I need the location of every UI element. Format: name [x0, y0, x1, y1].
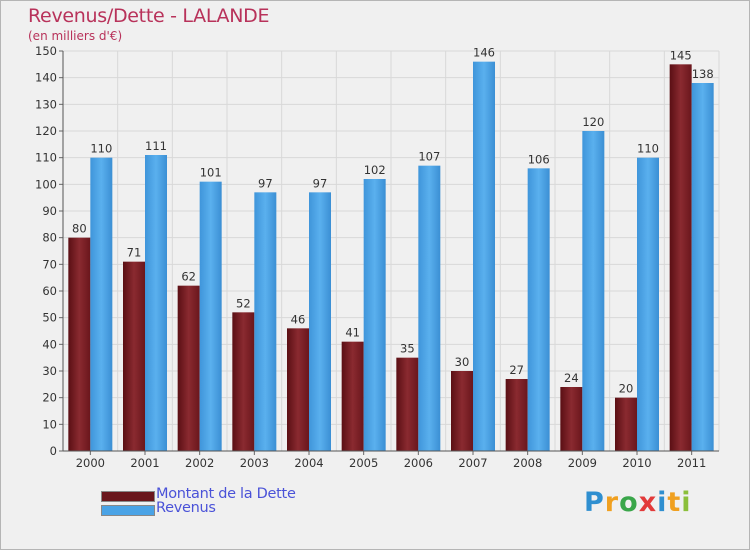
bar-revenue [473, 61, 495, 452]
data-label: 97 [258, 176, 273, 190]
y-tick-label: 110 [35, 151, 57, 165]
data-label: 30 [455, 355, 470, 369]
bar-revenue [309, 192, 331, 452]
x-tick-label: 2011 [677, 456, 706, 470]
legend-label-debt: Montant de la Dette [156, 486, 296, 502]
bar-debt [560, 387, 583, 451]
y-tick-label: 60 [42, 284, 57, 298]
bar-debt [232, 312, 255, 451]
bar-revenue [418, 165, 441, 451]
x-tick-label: 2009 [568, 456, 597, 470]
x-tick-label: 2000 [76, 456, 105, 470]
y-tick-label: 80 [42, 231, 57, 245]
y-tick-label: 70 [42, 257, 57, 271]
data-label: 97 [313, 176, 328, 190]
bar-revenue [145, 155, 167, 451]
chart-title: Revenus/Dette - LALANDE [28, 5, 270, 27]
data-label: 107 [418, 150, 440, 164]
legend-swatch-debt [101, 491, 155, 502]
data-label: 52 [236, 296, 251, 310]
chart-subtitle: (en milliers d'€) [28, 29, 123, 43]
y-tick-label: 90 [42, 204, 57, 218]
y-tick-label: 120 [35, 124, 57, 138]
data-label: 20 [619, 382, 634, 396]
data-label: 46 [291, 312, 306, 326]
data-label: 106 [528, 152, 550, 166]
data-label: 102 [364, 163, 386, 177]
y-tick-label: 130 [35, 97, 57, 111]
data-label: 62 [181, 270, 196, 284]
y-tick-label: 20 [42, 391, 57, 405]
data-label: 111 [145, 139, 167, 153]
bar-debt [396, 357, 419, 451]
bar-debt [669, 64, 692, 452]
axis-layer: 0 10 20 30 40 50 60 70 80 90 100 110 120 130 140 150 200… [35, 44, 719, 470]
data-label: 80 [72, 222, 87, 236]
bar-revenue [90, 157, 113, 451]
y-tick-label: 150 [35, 44, 57, 58]
bar-debt [123, 261, 145, 451]
y-tick-label: 50 [42, 311, 57, 325]
data-label: 101 [200, 166, 222, 180]
bar-debt [177, 285, 200, 451]
legend-label-revenue: Revenus [156, 500, 216, 516]
x-tick-label: 2007 [458, 456, 487, 470]
proxiti-logo: Proxiti [584, 487, 692, 518]
data-label: 71 [127, 246, 142, 260]
bar-revenue [527, 168, 550, 452]
data-label: 35 [400, 342, 415, 356]
data-label: 145 [670, 48, 692, 62]
x-tick-label: 2001 [130, 456, 159, 470]
x-tick-label: 2010 [622, 456, 651, 470]
data-label: 120 [582, 115, 604, 129]
legend-swatch-revenue [101, 505, 155, 516]
y-tick-label: 0 [50, 444, 57, 458]
y-tick-label: 30 [42, 364, 57, 378]
x-tick-label: 2004 [294, 456, 323, 470]
bar-revenue [363, 179, 386, 451]
x-tick-label: 2005 [349, 456, 378, 470]
data-label: 41 [345, 326, 360, 340]
bar-debt [287, 328, 309, 451]
y-tick-label: 40 [42, 337, 57, 351]
x-tick-label: 2008 [513, 456, 542, 470]
bar-debt [505, 379, 528, 451]
x-tick-label: 2002 [185, 456, 214, 470]
bars-layer: 80 110 71 111 62 101 52 97 46 97 41 102 35 107 30 146 27… [68, 46, 714, 452]
y-tick-label: 100 [35, 177, 57, 191]
bar-debt [341, 341, 364, 451]
data-label: 110 [637, 142, 659, 156]
data-label: 110 [90, 142, 112, 156]
bar-debt [615, 397, 637, 451]
x-tick-label: 2003 [240, 456, 269, 470]
bar-revenue [691, 83, 714, 451]
data-label: 27 [509, 363, 524, 377]
data-label: 138 [692, 67, 714, 81]
bar-revenue [582, 131, 605, 451]
bar-debt [68, 237, 91, 451]
y-tick-label: 140 [35, 71, 57, 85]
bar-revenue [254, 192, 277, 452]
bar-revenue [637, 157, 659, 451]
data-label: 24 [564, 371, 579, 385]
x-tick-label: 2006 [404, 456, 433, 470]
bar-revenue [199, 181, 222, 451]
bar-debt [451, 371, 473, 451]
grid-layer [62, 50, 720, 452]
data-label: 146 [473, 46, 495, 60]
y-tick-label: 10 [42, 417, 57, 431]
